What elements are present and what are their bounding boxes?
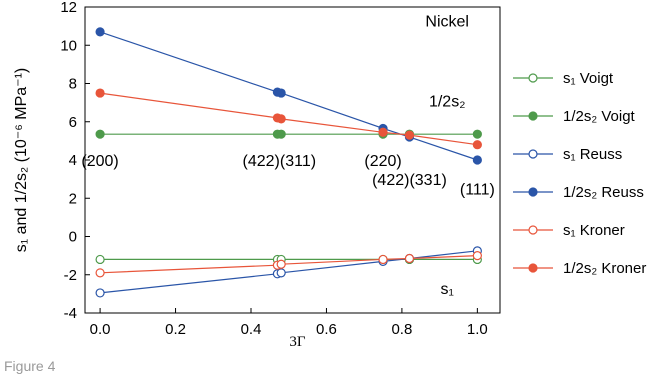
legend-label: s₁ Voigt <box>563 70 614 87</box>
data-point <box>95 268 105 278</box>
annotation-label: 1/2s₂ <box>429 94 465 111</box>
y-tick-label: 2 <box>69 190 77 207</box>
series-line <box>100 255 478 274</box>
data-point <box>472 140 482 150</box>
legend-marker <box>528 225 538 235</box>
legend-label: s₁ Kroner <box>563 222 625 239</box>
legend-marker <box>528 149 538 159</box>
x-tick-label: 1.0 <box>467 321 488 338</box>
plot-axes: -4 -2 0 2 4 6 8 10 12 0.0 0.2 0.4 0.6 0.8 1.0 3Γ s₁ and … <box>13 0 501 350</box>
x-tick-label: 0.0 <box>90 321 111 338</box>
legend: s₁ Voigt 1/2s₂ Voigt s₁ Reuss 1/2s₂ Reuss s₁… <box>513 70 646 277</box>
x-tick-label: 0.4 <box>241 321 262 338</box>
data-point <box>95 27 105 37</box>
y-axis-label: s₁ and 1/2s₂ (10⁻⁶ MPa⁻¹) <box>13 68 30 252</box>
y-tick-label: 12 <box>60 0 77 16</box>
data-point <box>404 130 415 140</box>
figure-caption: Figure 4 <box>4 358 56 374</box>
x-tick-label: 0.8 <box>391 321 412 338</box>
legend-label: 1/2s₂ Reuss <box>563 184 644 201</box>
x-axis-label: 3Γ <box>289 334 306 350</box>
legend-label: 1/2s₂ Kroner <box>563 260 646 277</box>
legend-label: 1/2s₂ Voigt <box>563 108 636 125</box>
data-point <box>472 129 482 139</box>
data-point <box>276 268 286 278</box>
legend-label: s₁ Reuss <box>563 146 622 163</box>
data-point <box>378 127 388 137</box>
legend-marker <box>528 73 538 83</box>
data-point <box>404 253 415 264</box>
annotation-label: s₁ <box>440 281 453 298</box>
data-point <box>95 88 105 98</box>
annotation-label: (111) <box>460 182 495 199</box>
y-tick-label: -4 <box>64 305 77 322</box>
annotation-label: (422)(311) <box>243 153 317 170</box>
data-point <box>95 129 105 139</box>
data-point <box>276 114 286 124</box>
data-point <box>472 155 482 165</box>
annotations-layer: Nickel 1/2s₂ s₁ (200) (422)(311) (220) (422)(3… <box>81 13 494 298</box>
data-point <box>378 254 388 265</box>
data-point <box>95 254 105 265</box>
y-tick-label: 0 <box>69 229 77 246</box>
x-tick-label: 0.2 <box>165 321 186 338</box>
data-point <box>276 259 286 269</box>
series-line <box>100 250 478 294</box>
series-line <box>100 92 478 146</box>
annotation-label: Nickel <box>425 13 469 30</box>
annotation-label: (200) <box>81 153 118 170</box>
y-tick-label: 6 <box>69 114 77 131</box>
data-point <box>95 288 105 298</box>
annotation-label: (422)(331) <box>372 172 447 189</box>
annotation-label: (220) <box>364 153 401 170</box>
y-tick-label: 8 <box>69 76 77 93</box>
series-layer <box>95 27 482 298</box>
data-point <box>276 129 286 139</box>
legend-marker <box>528 263 538 273</box>
legend-marker <box>528 187 538 197</box>
data-point <box>276 88 286 98</box>
series-line <box>99 31 478 161</box>
y-tick-label: 10 <box>60 37 77 54</box>
x-tick-label: 0.6 <box>316 321 337 338</box>
data-point <box>472 251 482 261</box>
y-tick-label: 4 <box>69 152 77 169</box>
legend-marker <box>528 111 538 121</box>
y-tick-label: -2 <box>64 267 77 284</box>
